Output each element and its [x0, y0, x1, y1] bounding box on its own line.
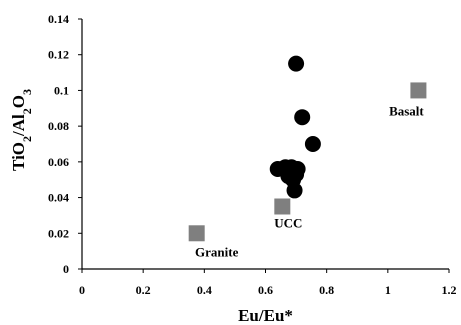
point-label: Granite [195, 244, 239, 259]
x-tick-label: 1.2 [442, 283, 457, 297]
reference-point [188, 225, 205, 242]
y-tick-label: 0.02 [48, 226, 69, 240]
x-tick-label: 0 [79, 283, 85, 297]
data-point [304, 136, 321, 152]
point-label: Basalt [389, 103, 424, 118]
x-tick-label: 0.4 [197, 283, 212, 297]
point-label: UCC [274, 216, 302, 231]
x-tick-label: 0.6 [258, 283, 273, 297]
annotations: Granite UCC Basalt [195, 103, 424, 259]
y-tick-label: 0.1 [54, 83, 69, 97]
axes [81, 19, 449, 270]
y-tick-label: 0 [63, 262, 69, 276]
tick-labels: 0 0.2 0.4 0.6 0.8 1 1.2 0 0.02 0.04 0.06 0.08 0.1 0.1… [48, 12, 457, 297]
data-points [188, 55, 427, 242]
y-tick-label: 0.06 [48, 155, 69, 169]
y-tick-label: 0.08 [48, 119, 69, 133]
y-axis-title: TiO2/Al2O3 [9, 89, 34, 171]
y-tick-label: 0.04 [48, 191, 69, 205]
reference-point [410, 82, 427, 99]
y-tick-label: 0.14 [48, 12, 69, 26]
y-tick-label: 0.12 [48, 48, 69, 62]
data-point [288, 55, 305, 72]
reference-point [274, 198, 291, 215]
x-tick-label: 0.8 [319, 283, 334, 297]
data-point [288, 166, 305, 183]
data-point [294, 109, 311, 126]
x-tick-label: 1 [385, 283, 391, 297]
x-axis-title: Eu/Eu* [238, 306, 293, 325]
data-point [286, 182, 303, 199]
x-tick-label: 0.2 [136, 283, 151, 297]
